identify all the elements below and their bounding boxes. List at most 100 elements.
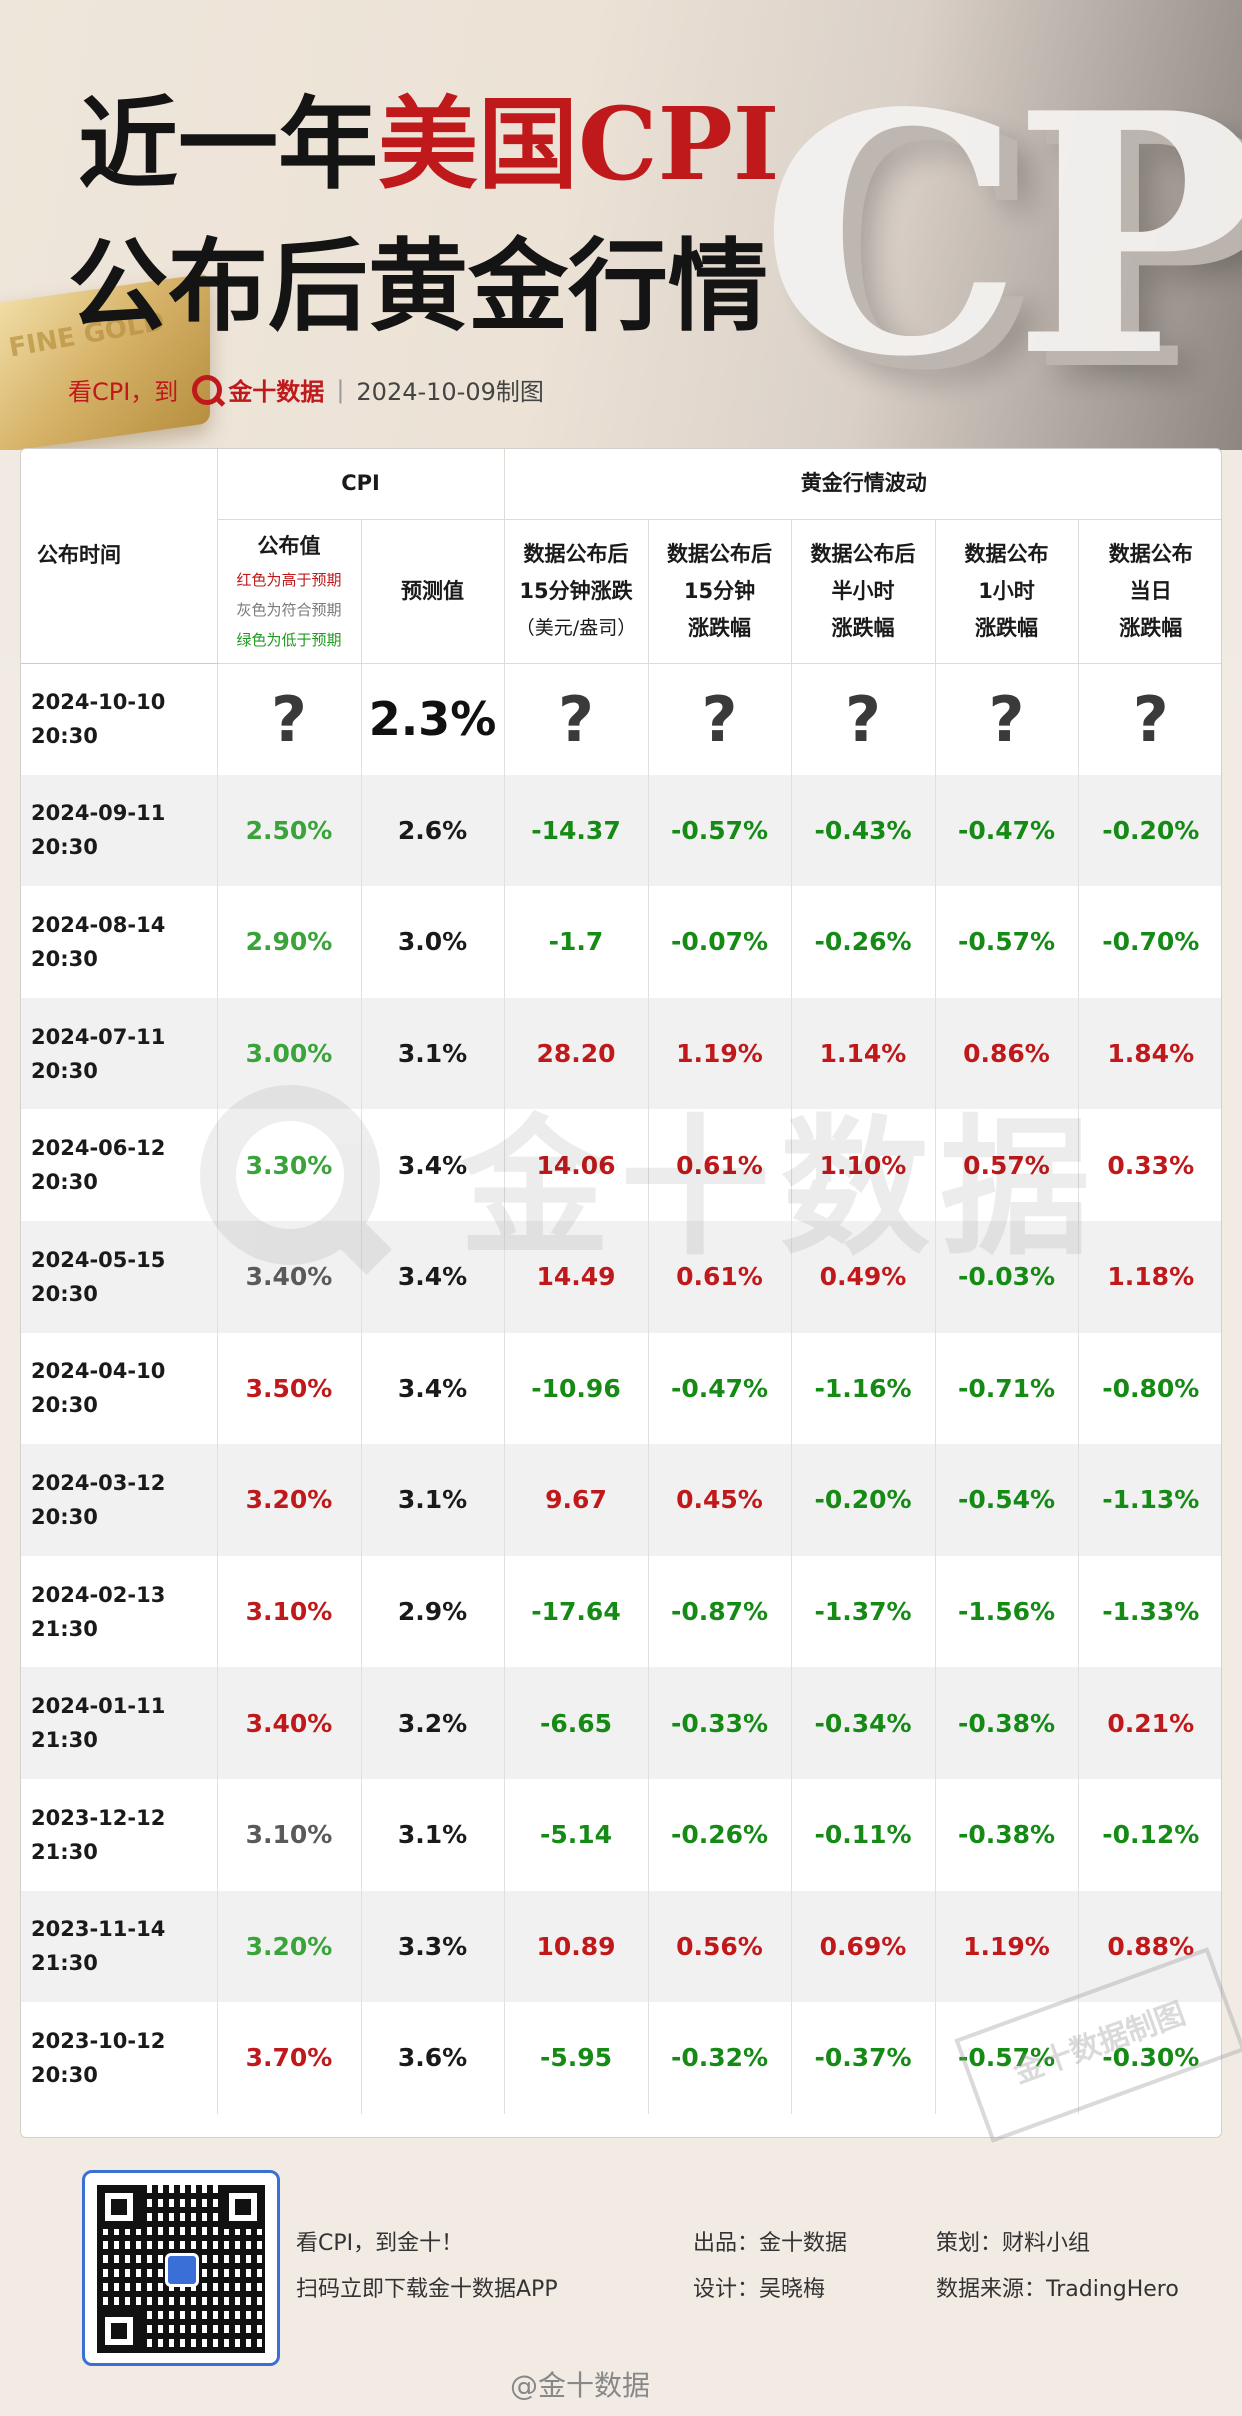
cell-cpi-forecast: 3.4% bbox=[361, 1220, 505, 1333]
qr-finder bbox=[97, 2185, 141, 2229]
hdr-line: 涨跌幅 bbox=[975, 615, 1038, 640]
qr-code-frame[interactable] bbox=[82, 2170, 280, 2366]
cell-gold-day: 0.21% bbox=[1078, 1667, 1221, 1779]
page-title-line2: 公布后黄金行情 bbox=[68, 227, 768, 345]
cell-gold-pts: -14.37 bbox=[504, 774, 649, 887]
release-clock: 20:30 bbox=[31, 1393, 98, 1418]
col-header-actual: 公布值 红色为高于预期 灰色为符合预期 绿色为低于预期 bbox=[217, 519, 362, 664]
hdr-line: （美元/盎司） bbox=[515, 616, 637, 639]
release-clock: 20:30 bbox=[31, 1170, 98, 1195]
cell-gold-pct15: ? bbox=[648, 663, 792, 775]
col-header-forecast: 预测值 bbox=[361, 519, 505, 664]
release-clock: 20:30 bbox=[31, 1504, 98, 1529]
cell-gold-pct15: 0.61% bbox=[648, 1220, 792, 1333]
cell-gold-day: 0.88% bbox=[1078, 1890, 1221, 2003]
cell-gold-pct30: ? bbox=[791, 663, 936, 775]
col-header-15min-points: 数据公布后 15分钟涨跌 （美元/盎司） bbox=[504, 519, 649, 664]
title-prefix: 近一年 bbox=[78, 85, 378, 203]
release-date: 2023-12-12 bbox=[31, 1805, 166, 1830]
cell-cpi-forecast: 3.1% bbox=[361, 1778, 505, 1891]
hdr-line: 数据公布 bbox=[1108, 541, 1193, 566]
cell-gold-pts: -1.7 bbox=[504, 886, 649, 998]
table-row: 2024-10-10 20:30? 2.3%????? bbox=[21, 663, 1221, 775]
release-clock: 21:30 bbox=[31, 1951, 98, 1976]
qr-finder bbox=[221, 2185, 265, 2229]
footer-planner: 策划：财料小组 bbox=[936, 2231, 1091, 2256]
hdr-line: 15分钟 bbox=[683, 578, 756, 603]
cell-gold-pct30: -0.43% bbox=[791, 774, 936, 887]
qr-code-icon[interactable] bbox=[97, 2185, 265, 2353]
cell-cpi-actual: ? bbox=[217, 663, 362, 775]
cell-cpi-forecast: 3.1% bbox=[361, 997, 505, 1110]
table-row: 2023-10-12 20:30 3.70% 3.6% -5.95 -0.32% -0.37… bbox=[21, 2002, 1221, 2114]
cell-gold-pct30: -0.37% bbox=[791, 2002, 936, 2114]
hdr-line: 涨跌幅 bbox=[1119, 615, 1183, 640]
table-row: 2024-03-12 20:30 3.20% 3.1% 9.67 0.45% -0.20% -… bbox=[21, 1444, 1221, 1556]
cpi-3d-letters: CPI bbox=[760, 41, 1242, 429]
cell-gold-pct60: -1.56% bbox=[935, 1555, 1079, 1668]
cell-gold-pts: -5.95 bbox=[504, 2002, 649, 2114]
cell-gold-pct60: ? bbox=[935, 663, 1079, 775]
release-clock: 20:30 bbox=[31, 835, 98, 860]
col-header-1h-pct: 数据公布 1小时 涨跌幅 bbox=[935, 519, 1079, 664]
table-row: 2023-11-14 21:30 3.20% 3.3% 10.89 0.56% 0.69% 1… bbox=[21, 1890, 1221, 2003]
cell-release-time: 2024-06-12 20:30 bbox=[21, 1109, 218, 1221]
cell-release-time: 2024-02-13 21:30 bbox=[21, 1555, 218, 1668]
cell-gold-pct60: -0.03% bbox=[935, 1220, 1079, 1333]
cell-cpi-forecast: 3.0% bbox=[361, 886, 505, 998]
cell-gold-pct60: -0.57% bbox=[935, 886, 1079, 998]
qr-finder bbox=[97, 2309, 141, 2353]
title-highlight: 美国CPI bbox=[378, 85, 780, 203]
cell-release-time: 2024-01-11 21:30 bbox=[21, 1667, 218, 1779]
footer-source: 数据来源：TradingHero bbox=[936, 2277, 1179, 2302]
cell-gold-pts: -10.96 bbox=[504, 1332, 649, 1445]
cell-gold-pct15: 1.19% bbox=[648, 997, 792, 1110]
cell-cpi-actual: 3.20% bbox=[217, 1444, 362, 1556]
hdr-line: 数据公布后 bbox=[810, 541, 916, 566]
header-row-groups: 公布时间 CPI 黄金行情波动 bbox=[21, 449, 1221, 664]
jin10-logo-icon bbox=[192, 374, 223, 405]
hdr-line: 15分钟涨跌 bbox=[519, 578, 633, 603]
table-row: 2023-12-12 21:30 3.10% 3.1% -5.14 -0.26% -0.11… bbox=[21, 1778, 1221, 1891]
cell-gold-pct30: -1.37% bbox=[791, 1555, 936, 1668]
cell-gold-pct60: -0.57% bbox=[935, 2002, 1079, 2114]
cell-gold-pct30: -0.26% bbox=[791, 886, 936, 998]
cell-cpi-forecast: 3.2% bbox=[361, 1667, 505, 1779]
hdr-line: 当日 bbox=[1129, 578, 1172, 603]
table-row: 2024-09-11 20:30 2.50% 2.6% -14.37 -0.57% -0.4… bbox=[21, 774, 1221, 887]
cell-cpi-actual: 3.40% bbox=[217, 1667, 362, 1779]
table-row: 2024-07-11 20:30 3.00% 3.1% 28.20 1.19% 1.14% 0… bbox=[21, 997, 1221, 1110]
release-clock: 20:30 bbox=[31, 946, 98, 971]
cell-gold-pct15: 0.56% bbox=[648, 1890, 792, 2003]
col-header-time: 公布时间 bbox=[21, 449, 218, 664]
table-body: 2024-10-10 20:30? 2.3%????? 2024-09-11 20:30… bbox=[21, 663, 1221, 2114]
cell-gold-pts: -5.14 bbox=[504, 1778, 649, 1891]
cell-gold-pts: 28.20 bbox=[504, 997, 649, 1110]
cell-gold-day: -0.20% bbox=[1078, 774, 1221, 887]
cell-cpi-actual: 3.00% bbox=[217, 997, 362, 1110]
cell-cpi-forecast: 3.6% bbox=[361, 2002, 505, 2114]
cell-gold-pct15: 0.61% bbox=[648, 1109, 792, 1221]
actual-label: 公布值 bbox=[257, 533, 321, 558]
hdr-line: 数据公布后 bbox=[667, 541, 772, 566]
release-date: 2024-10-10 bbox=[31, 690, 166, 715]
release-date: 2024-07-11 bbox=[31, 1024, 166, 1049]
col-header-30min-pct: 数据公布后 半小时 涨跌幅 bbox=[791, 519, 936, 664]
cell-cpi-actual: 2.90% bbox=[217, 886, 362, 998]
cell-gold-pts: ? bbox=[504, 663, 649, 775]
cell-cpi-forecast: 3.1% bbox=[361, 1444, 505, 1556]
cell-release-time: 2024-07-11 20:30 bbox=[21, 997, 218, 1110]
cell-cpi-forecast: 2.6% bbox=[361, 774, 505, 887]
header: CPI FINE GOLD 近一年美国CPI 公布后黄金行情 看CPI，到 金十… bbox=[0, 0, 1242, 450]
cell-gold-pts: -17.64 bbox=[504, 1555, 649, 1668]
hdr-line: 涨跌幅 bbox=[688, 615, 751, 640]
release-clock: 21:30 bbox=[31, 1728, 98, 1753]
legend-red: 红色为高于预期 bbox=[236, 570, 342, 589]
brand-logo: 金十数据 bbox=[192, 372, 324, 407]
cell-gold-pct15: -0.47% bbox=[648, 1332, 792, 1445]
cell-gold-pct15: -0.33% bbox=[648, 1667, 792, 1779]
cell-gold-day: -1.33% bbox=[1102, 1597, 1200, 1627]
cell-gold-pct60: 1.19% bbox=[935, 1890, 1079, 2003]
data-table: 公布时间 CPI 黄金行情波动 公布值 红色为高于预期 灰色为符合预期 绿色为低… bbox=[21, 449, 1221, 2114]
weibo-handle: @金十数据 bbox=[510, 2369, 651, 2402]
